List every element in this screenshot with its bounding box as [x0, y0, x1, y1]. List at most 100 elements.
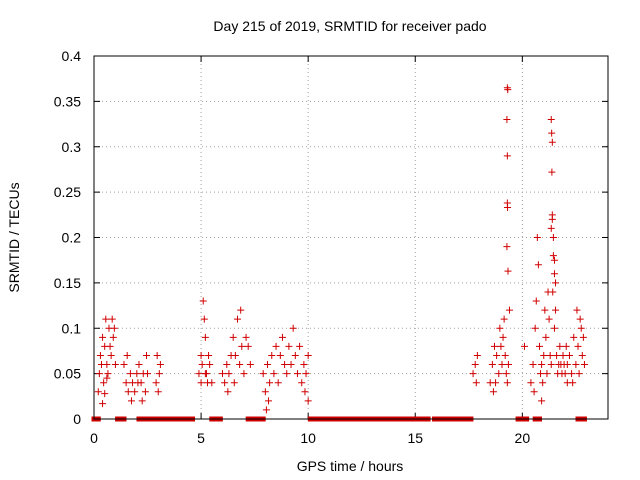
data-point [550, 270, 558, 278]
data-point [532, 297, 540, 305]
data-point [548, 168, 556, 176]
data-point [497, 342, 505, 350]
data-point [539, 379, 547, 387]
data-point [576, 315, 584, 323]
data-point [546, 351, 554, 359]
data-point [244, 342, 252, 350]
data-point [534, 261, 542, 269]
data-point [270, 370, 278, 378]
data-point [556, 342, 564, 350]
data-point [545, 315, 553, 323]
data-point [577, 324, 585, 332]
data-point [223, 361, 231, 369]
x-axis-label: GPS time / hours [297, 458, 404, 474]
data-point [540, 351, 548, 359]
data-point [242, 333, 250, 341]
data-point [578, 351, 586, 359]
data-point [563, 361, 571, 369]
data-point [224, 388, 232, 396]
data-point [574, 342, 582, 350]
data-point [195, 370, 203, 378]
data-point [122, 379, 130, 387]
data-point [503, 243, 511, 251]
data-point [289, 324, 297, 332]
data-point [500, 315, 508, 323]
y-tick-label: 0.25 [54, 184, 81, 200]
data-point [124, 388, 132, 396]
data-point [553, 351, 561, 359]
data-point [548, 138, 556, 146]
data-point [548, 129, 556, 137]
data-point [144, 370, 152, 378]
data-point [266, 379, 274, 387]
data-point [302, 370, 310, 378]
data-point [272, 342, 280, 350]
data-point [575, 370, 583, 378]
data-point [208, 379, 216, 387]
data-point [496, 324, 504, 332]
y-tick-label: 0.05 [54, 366, 81, 382]
y-tick-label: 0.15 [54, 275, 81, 291]
data-point [283, 370, 291, 378]
data-point [96, 351, 104, 359]
data-point [542, 333, 550, 341]
data-point [138, 397, 146, 405]
data-point [135, 361, 143, 369]
data-point [261, 388, 269, 396]
data-point [103, 374, 111, 382]
data-point [110, 324, 118, 332]
data-point [473, 351, 481, 359]
data-point [488, 361, 496, 369]
grid-lines [94, 56, 608, 419]
data-point [197, 379, 205, 387]
data-point [237, 306, 245, 314]
x-tick-label: 15 [407, 430, 423, 446]
data-point [100, 379, 108, 387]
data-point [499, 333, 507, 341]
y-tick-labels: 0 0.05 0.1 0.15 0.2 0.25 0.3 0.35 0.4 [54, 48, 81, 427]
data-point [281, 361, 289, 369]
data-point [471, 361, 479, 369]
data-point [530, 388, 538, 396]
data-point [298, 379, 306, 387]
data-point [131, 388, 139, 396]
data-point [141, 388, 149, 396]
data-point [198, 361, 206, 369]
data-point [549, 252, 557, 260]
data-point [155, 370, 163, 378]
data-point [120, 361, 128, 369]
data-point [206, 361, 214, 369]
data-point [565, 351, 573, 359]
data-point [503, 379, 511, 387]
y-tick-label: 0.3 [62, 139, 82, 155]
data-point [205, 351, 213, 359]
data-point [547, 361, 555, 369]
data-point [104, 370, 112, 378]
data-point [152, 379, 160, 387]
data-point [200, 315, 208, 323]
data-point [291, 351, 299, 359]
data-points [94, 84, 588, 414]
data-point [504, 204, 512, 212]
data-point [262, 406, 270, 414]
data-point [199, 297, 207, 305]
data-point [102, 315, 110, 323]
data-point [573, 306, 581, 314]
data-point [109, 333, 117, 341]
data-point [504, 267, 512, 275]
x-tick-label: 5 [197, 430, 205, 446]
data-point [293, 370, 301, 378]
data-point [156, 361, 164, 369]
data-point [502, 370, 510, 378]
data-point [538, 361, 546, 369]
data-point [538, 397, 546, 405]
x-tick-labels: 0 5 10 15 20 [90, 430, 530, 446]
data-point [154, 388, 162, 396]
data-point [246, 361, 254, 369]
y-tick-label: 0 [73, 411, 81, 427]
data-point [529, 361, 537, 369]
data-point [111, 361, 119, 369]
chart-title: Day 215 of 2019, SRMTID for receiver pad… [213, 18, 486, 34]
data-point [498, 361, 506, 369]
